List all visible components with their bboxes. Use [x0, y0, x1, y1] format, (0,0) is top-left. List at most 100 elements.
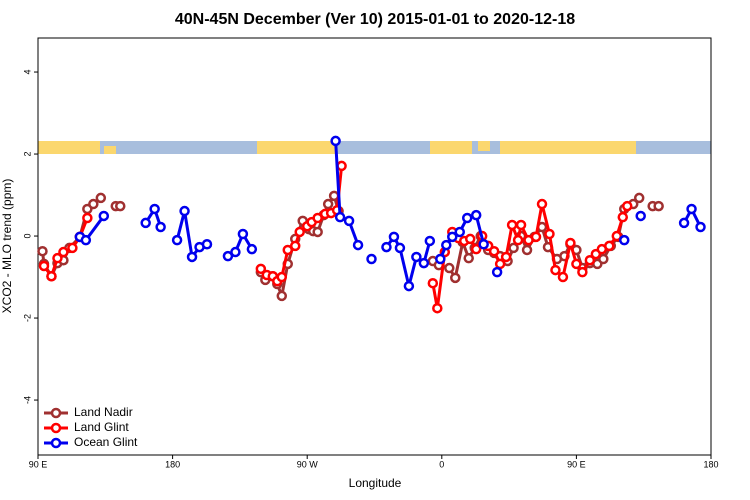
- x-tick-label: 180: [703, 459, 718, 469]
- data-point: [454, 226, 465, 238]
- data-point: [621, 200, 633, 212]
- data-point: [95, 192, 107, 204]
- x-tick-label: 90 W: [297, 459, 319, 469]
- data-point: [46, 270, 57, 282]
- data-point: [276, 271, 288, 283]
- data-point: [508, 242, 519, 254]
- data-point: [450, 272, 461, 284]
- data-point: [435, 253, 446, 265]
- data-point: [678, 217, 690, 229]
- land-strip: [104, 146, 116, 154]
- legend-marker: [50, 437, 62, 449]
- legend-label: Land Nadir: [74, 405, 133, 419]
- data-point: [444, 262, 455, 274]
- data-point: [289, 240, 301, 252]
- data-point: [686, 203, 697, 215]
- data-point: [115, 200, 126, 212]
- data-point: [598, 253, 609, 265]
- data-point: [179, 205, 190, 217]
- data-point: [140, 217, 151, 229]
- legend-marker: [50, 407, 62, 419]
- data-point: [171, 234, 183, 246]
- data-point: [201, 238, 213, 250]
- legend-marker: [50, 422, 62, 434]
- data-point: [478, 238, 489, 250]
- data-point: [294, 226, 305, 238]
- data-point: [237, 228, 249, 240]
- series-line: [79, 140, 702, 287]
- y-tick-label: 4: [22, 70, 32, 75]
- x-tick-label: 180: [165, 459, 180, 469]
- data-point: [619, 234, 630, 246]
- data-point: [246, 243, 258, 255]
- data-point: [584, 254, 596, 266]
- data-point: [611, 230, 623, 242]
- data-point: [52, 252, 63, 264]
- data-point: [550, 264, 561, 276]
- data-point: [635, 210, 646, 222]
- data-point: [544, 228, 555, 240]
- data-point: [67, 242, 78, 254]
- data-point: [411, 251, 422, 263]
- data-point: [98, 210, 110, 222]
- data-point: [506, 219, 518, 231]
- data-point: [38, 260, 50, 272]
- data-point: [521, 244, 533, 256]
- y-tick-label: 2: [22, 152, 32, 157]
- x-tick-label: 90 E: [29, 459, 48, 469]
- data-point: [58, 246, 69, 258]
- data-point: [488, 245, 500, 257]
- data-point: [470, 243, 482, 255]
- data-point: [334, 211, 346, 223]
- data-point: [530, 231, 542, 243]
- data-point: [617, 211, 629, 223]
- data-point: [88, 198, 99, 210]
- data-point: [418, 257, 430, 269]
- land-strip: [478, 141, 490, 151]
- data-point: [461, 212, 473, 224]
- data-point: [276, 290, 288, 302]
- data-point: [394, 242, 406, 254]
- data-point: [565, 237, 576, 249]
- x-axis-label: Longitude: [349, 476, 402, 490]
- data-point: [403, 280, 415, 292]
- data-point: [381, 241, 392, 253]
- land-mask: [38, 141, 711, 154]
- data-point: [312, 212, 323, 224]
- y-axis-label: XCO2 - MLO trend (ppm): [0, 179, 14, 314]
- data-point: [653, 200, 664, 212]
- data-point: [424, 235, 436, 247]
- data-point: [312, 226, 323, 238]
- plot-frame: [37, 37, 712, 456]
- data-point: [536, 198, 548, 210]
- x-tick-label: 90 E: [567, 459, 586, 469]
- y-tick-label: 0: [22, 234, 32, 239]
- data-point: [464, 233, 476, 245]
- data-point: [37, 245, 48, 257]
- data-point: [222, 250, 234, 262]
- land-strip: [257, 141, 335, 154]
- data-point: [577, 266, 588, 278]
- data-point: [557, 271, 569, 283]
- data-point: [491, 266, 503, 278]
- y-tick-label: -4: [22, 396, 32, 404]
- data-point: [82, 212, 93, 224]
- data-point: [512, 234, 524, 246]
- data-point: [427, 277, 439, 289]
- data-point: [515, 219, 527, 231]
- data-point: [352, 239, 364, 251]
- land-strip: [500, 141, 636, 154]
- data-point: [500, 251, 512, 263]
- data-point: [80, 234, 92, 246]
- data-point: [447, 231, 458, 243]
- legend-label: Ocean Glint: [74, 435, 138, 449]
- data-point: [604, 240, 615, 252]
- data-point: [441, 239, 452, 251]
- data-point: [230, 246, 241, 258]
- data-point: [432, 302, 443, 314]
- data-point: [155, 221, 166, 233]
- data-point: [330, 135, 341, 147]
- data-point: [695, 221, 706, 233]
- data-point: [149, 203, 160, 215]
